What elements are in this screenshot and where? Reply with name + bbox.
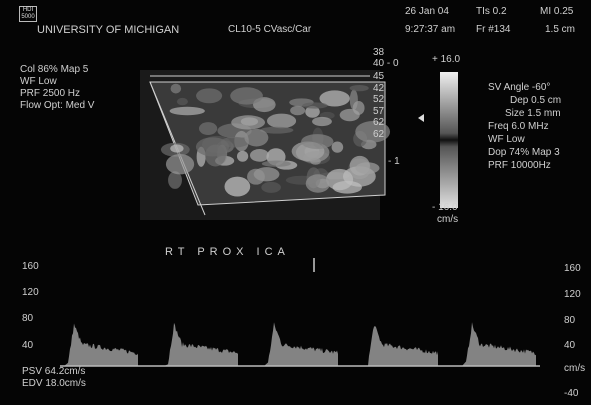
color-setting: Flow Opt: Med V bbox=[20, 99, 94, 113]
doppler-setting: WF Low bbox=[488, 133, 525, 147]
ultrasound-screen: HDI5000 UNIVERSITY OF MICHIGAN CL10-5 CV… bbox=[0, 0, 591, 405]
speckle bbox=[301, 134, 333, 149]
speckle bbox=[306, 174, 330, 192]
speckle bbox=[199, 122, 217, 135]
annotation: RT PROX ICA bbox=[165, 245, 290, 259]
left-scale-label: 160 bbox=[22, 260, 39, 274]
depth-mark: 40 - 0 bbox=[373, 57, 399, 71]
doppler-setting: Size 1.5 mm bbox=[505, 107, 561, 121]
doppler-setting: SV Angle -60° bbox=[488, 81, 550, 95]
speckle bbox=[231, 115, 265, 129]
frame: Fr #134 bbox=[476, 23, 510, 37]
speckle bbox=[247, 169, 265, 185]
institution: UNIVERSITY OF MICHIGAN bbox=[37, 23, 179, 37]
color-bar-unit: cm/s bbox=[437, 213, 458, 227]
speckle bbox=[355, 162, 379, 174]
speckle bbox=[350, 85, 369, 91]
right-scale-label: -40 bbox=[564, 387, 578, 401]
right-scale-label: cm/s bbox=[564, 362, 585, 376]
speckle bbox=[332, 142, 344, 153]
color-bar-top: + 16.0 bbox=[432, 53, 460, 67]
depth-mark: 62 bbox=[373, 128, 384, 142]
left-scale-label: 120 bbox=[22, 286, 39, 300]
speckle bbox=[340, 109, 360, 121]
speckle bbox=[302, 102, 328, 108]
speckle bbox=[310, 158, 321, 165]
speckle bbox=[250, 149, 269, 162]
transducer: CL10-5 CVasc/Car bbox=[228, 23, 311, 37]
doppler-setting: PRF 10000Hz bbox=[488, 159, 551, 173]
doppler-setting: Dep 0.5 cm bbox=[510, 94, 561, 108]
cursor bbox=[313, 258, 315, 272]
depth-mark: - 1 bbox=[388, 155, 400, 169]
speckle bbox=[261, 182, 281, 193]
baseline-marker bbox=[418, 114, 424, 122]
speckle bbox=[290, 106, 305, 116]
spectral-doppler bbox=[64, 322, 536, 366]
speckle bbox=[224, 177, 250, 197]
speckle bbox=[171, 84, 182, 94]
speckle bbox=[326, 169, 353, 190]
tis: TIs 0.2 bbox=[476, 5, 507, 19]
speckle bbox=[244, 129, 268, 147]
spectral-beat bbox=[264, 322, 338, 366]
speckle bbox=[170, 107, 205, 115]
speckle bbox=[267, 114, 296, 129]
measurement: EDV 18.0cm/s bbox=[22, 377, 86, 391]
right-scale-label: 40 bbox=[564, 339, 575, 353]
speckle bbox=[170, 144, 183, 152]
speckle bbox=[262, 161, 291, 167]
doppler-setting: Dop 74% Map 3 bbox=[488, 146, 560, 160]
depth: 1.5 cm bbox=[545, 23, 575, 37]
mi: MI 0.25 bbox=[540, 5, 573, 19]
right-scale-label: 80 bbox=[564, 314, 575, 328]
speckle bbox=[196, 137, 229, 156]
speckle bbox=[177, 98, 188, 105]
date: 26 Jan 04 bbox=[405, 5, 449, 19]
speckle bbox=[196, 88, 222, 103]
b-mode-image bbox=[140, 70, 390, 220]
speckle bbox=[230, 87, 263, 104]
speckle bbox=[237, 151, 248, 162]
right-scale-label: 160 bbox=[564, 262, 581, 276]
speckle bbox=[166, 154, 194, 174]
right-scale-label: 120 bbox=[564, 288, 581, 302]
spectral-beat bbox=[364, 326, 438, 366]
left-scale-label: 80 bbox=[22, 312, 33, 326]
doppler-setting: Freq 6.0 MHz bbox=[488, 120, 549, 134]
spectral-beat bbox=[164, 323, 238, 366]
spectral-beat bbox=[64, 324, 138, 366]
image-layer bbox=[0, 0, 591, 405]
spectral-beat bbox=[462, 322, 536, 366]
color-bar bbox=[440, 72, 458, 208]
logo-top: HDI bbox=[20, 7, 36, 14]
logo-bottom: 5000 bbox=[20, 14, 36, 21]
left-scale-label: 40 bbox=[22, 339, 33, 353]
speckle bbox=[312, 117, 332, 126]
time: 9:27:37 am bbox=[405, 23, 455, 37]
